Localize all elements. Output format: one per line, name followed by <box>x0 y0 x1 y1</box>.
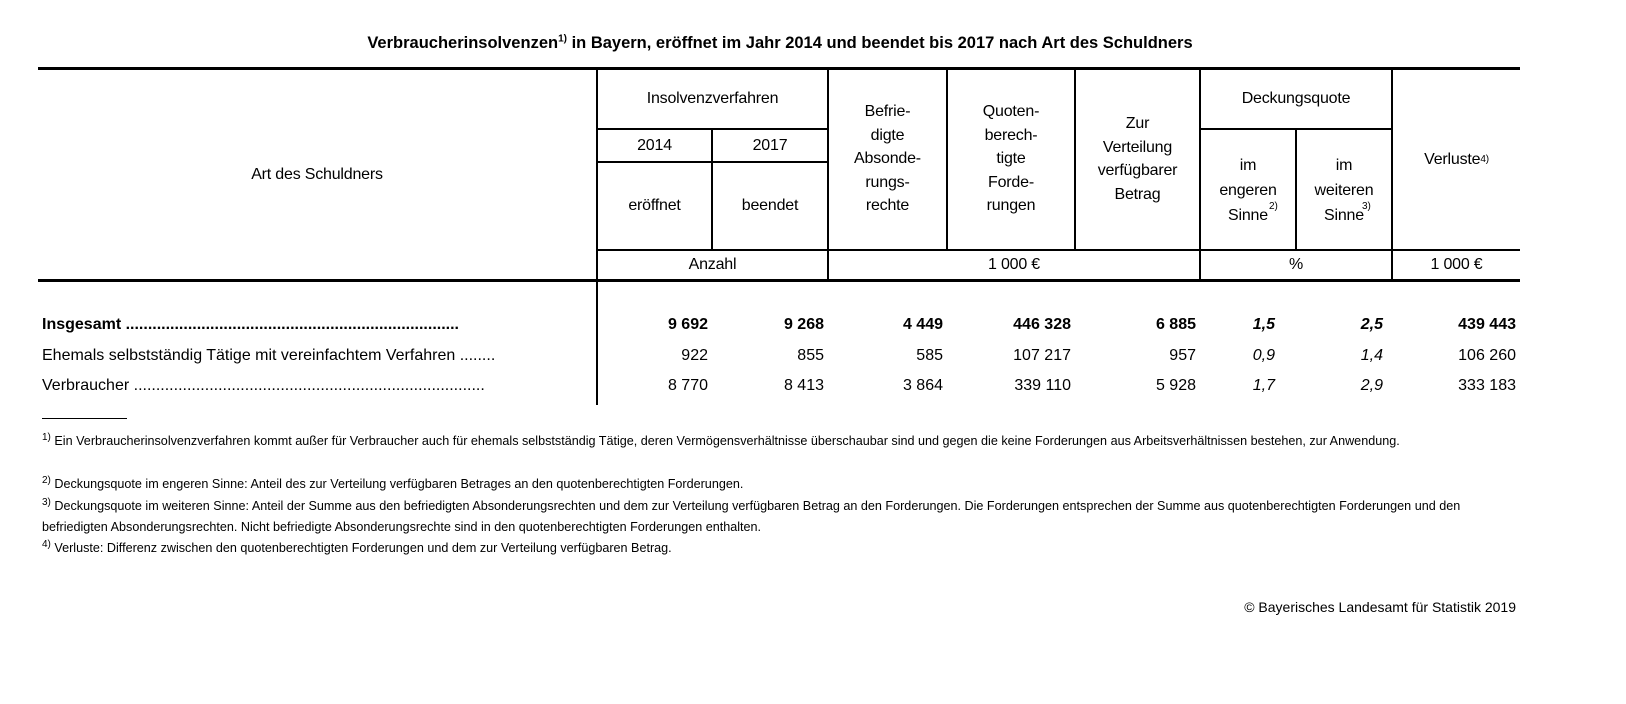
row-label-text: Ehemals selbstständig Tätige mit vereinf… <box>42 347 456 364</box>
footnote-mark: 4) <box>42 538 51 550</box>
footnote-3: 3) Deckungsquote im weiteren Sinne: Ante… <box>42 496 1522 538</box>
leader-dots: ........................................… <box>121 316 459 333</box>
cell-value: 6 885 <box>1155 316 1196 333</box>
header-stub: Art des Schuldners <box>251 165 383 183</box>
cell-value: 3 864 <box>902 377 943 394</box>
rule <box>1199 68 1201 281</box>
header-quotenberechtigte-forderungen: Quoten- berech- tigte Forde- rungen <box>982 103 1040 215</box>
footnote-text: Verluste: Differenz zwischen den quotenb… <box>50 541 672 555</box>
header-bottom-rule <box>38 279 1520 282</box>
rule <box>1391 68 1393 281</box>
cell-value: 1,7 <box>1252 377 1275 394</box>
cell-value: 339 110 <box>1014 377 1071 394</box>
cell-value: 1,5 <box>1252 316 1275 333</box>
header-year-2014: 2014 <box>637 136 672 154</box>
rule <box>946 68 948 250</box>
row-label: Ehemals selbstständig Tätige mit vereinf… <box>42 347 590 365</box>
footnote-mark: 1) <box>42 431 51 443</box>
title-rest: in Bayern, eröffnet im Jahr 2014 und bee… <box>566 34 1193 52</box>
footnote-4: 4) Verluste: Differenz zwischen den quot… <box>42 538 1522 559</box>
row-label: Verbraucher ............................… <box>42 377 590 395</box>
row-label-text: Verbraucher <box>42 377 130 394</box>
cell-value: 2,9 <box>1360 377 1383 394</box>
copyright: © Bayerisches Landesamt für Statistik 20… <box>1244 599 1516 615</box>
cell-value: 1,4 <box>1360 347 1383 364</box>
cell-value: 106 260 <box>1458 347 1516 364</box>
cell-value: 922 <box>681 347 708 364</box>
cell-value: 957 <box>1169 347 1196 364</box>
rule <box>827 68 829 281</box>
cell-value: 9 692 <box>667 316 708 333</box>
header-befriedigte-absonderungsrechte: Befrie- digte Absonde- rungs- rechte <box>854 103 921 215</box>
row-label-text: Insgesamt <box>42 316 122 333</box>
title-footnote-mark: 1) <box>558 33 567 45</box>
footnote-text: Ein Verbraucherinsolvenzverfahren kommt … <box>50 434 1400 448</box>
cell-value: 9 268 <box>783 316 824 333</box>
header-year-2017: 2017 <box>752 136 788 154</box>
footnote-text: Deckungsquote im engeren Sinne: Anteil d… <box>50 477 744 491</box>
rule <box>711 129 713 250</box>
leader-dots: ........ <box>455 347 496 364</box>
unit-percent: % <box>1288 256 1304 273</box>
footnote-text: Deckungsquote im weiteren Sinne: Anteil … <box>42 499 1461 534</box>
cell-value: 4 449 <box>902 316 943 333</box>
engeren-text: im engeren Sinne <box>1219 156 1277 224</box>
rule <box>596 68 598 405</box>
rule <box>597 249 1520 251</box>
cell-value: 855 <box>797 347 824 364</box>
row-label: Insgesamt ..............................… <box>42 316 590 334</box>
leader-dots: ........................................… <box>129 377 485 394</box>
header-insolvenzverfahren: Insolvenzverfahren <box>646 90 779 107</box>
header-verteilung-betrag: Zur Verteilung verfügbarer Betrag <box>1097 115 1178 203</box>
cell-value: 333 183 <box>1458 377 1516 394</box>
cell-value: 0,9 <box>1252 347 1275 364</box>
cell-value: 107 217 <box>1013 347 1071 364</box>
footnote-mark: 3) <box>42 496 51 508</box>
header-verluste: Verluste 4) <box>1424 150 1489 168</box>
unit-1000-eur: 1 000 € <box>988 256 1040 273</box>
header-beendet: beendet <box>741 197 799 214</box>
header-weiteren-sinne: im weiteren Sinne <box>1297 150 1391 230</box>
rule <box>1295 129 1297 250</box>
cell-value: 446 328 <box>1013 316 1071 333</box>
footnote-mark: 2) <box>1269 201 1278 212</box>
footnote-mark: 2) <box>42 474 51 486</box>
header-eroeffnet: eröffnet <box>628 197 681 214</box>
footnote-separator <box>42 418 127 419</box>
footnote-1: 1) Ein Verbraucherinsolvenzverfahren kom… <box>42 431 1522 452</box>
title-text: Verbraucherinsolvenzen <box>367 34 559 52</box>
footnote-2: 2) Deckungsquote im engeren Sinne: Antei… <box>42 474 1522 495</box>
unit-anzahl: Anzahl <box>688 256 737 273</box>
top-rule <box>38 67 1520 70</box>
weiteren-text: im weiteren Sinne <box>1314 156 1374 224</box>
cell-value: 8 413 <box>783 377 824 394</box>
table-title: Verbraucherinsolvenzen1) in Bayern, eröf… <box>0 34 1560 53</box>
verluste-text: Verluste <box>1424 150 1481 168</box>
cell-value: 5 928 <box>1155 377 1196 394</box>
rule <box>1074 68 1076 250</box>
header-engeren-sinne: im engeren Sinne <box>1201 150 1295 230</box>
header-deckungsquote: Deckungsquote <box>1241 90 1351 107</box>
cell-value: 8 770 <box>667 377 708 394</box>
cell-value: 585 <box>916 347 943 364</box>
unit-1000-eur-verluste: 1 000 € <box>1430 256 1483 273</box>
cell-value: 2,5 <box>1360 316 1383 333</box>
footnote-mark: 3) <box>1362 201 1371 212</box>
cell-value: 439 443 <box>1458 316 1516 333</box>
